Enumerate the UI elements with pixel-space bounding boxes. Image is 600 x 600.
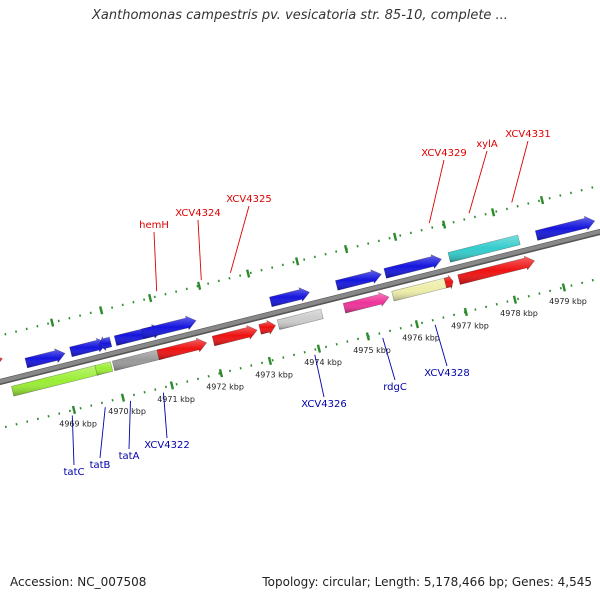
gene-rdgC-arrow-shading xyxy=(335,269,382,291)
genome-stats: Topology: circular; Length: 5,178,466 bp… xyxy=(262,575,592,589)
gene-tatC-arrow-shading xyxy=(25,348,65,368)
labels-layer: 4969 kbp 4970 kbp 4971 kbp 4972 kbp 4973 kbp… xyxy=(59,129,587,478)
reverse-gene-label[interactable]: XCV4328 xyxy=(424,368,469,379)
tick-label: 4976 kbp xyxy=(402,334,440,343)
tick-label: 4971 kbp xyxy=(157,395,195,404)
major-tick xyxy=(267,356,273,366)
gene-tatC-box-shading xyxy=(11,365,99,397)
reverse-label-leader xyxy=(163,392,168,439)
gene-XCV4331-shading xyxy=(448,235,521,263)
gene-XCV4325-shading xyxy=(258,320,276,335)
major-tick xyxy=(414,319,420,329)
lower-tick-track xyxy=(0,277,600,430)
forward-gene-label[interactable]: XCV4331 xyxy=(505,129,550,140)
tick-lines xyxy=(0,184,600,430)
major-tick xyxy=(441,220,447,229)
gene-tatA-arrow-shading xyxy=(99,336,112,351)
major-tick xyxy=(71,405,77,415)
reverse-label-leader xyxy=(434,324,448,367)
gene-XCV4326-box-shading xyxy=(277,309,324,330)
gene-xylA-shading xyxy=(457,256,535,285)
reverse-label-leader xyxy=(99,407,106,459)
major-tick xyxy=(245,269,251,278)
major-tick xyxy=(99,306,104,315)
gene-tatB-box-shading xyxy=(94,361,113,376)
forward-label-leader xyxy=(153,231,158,292)
gene-right-edge-shading xyxy=(535,216,595,241)
forward-gene-label[interactable]: XCV4324 xyxy=(175,208,220,219)
major-tick xyxy=(561,283,567,292)
reverse-gene-label[interactable]: tatA xyxy=(119,451,140,462)
major-tick xyxy=(120,393,126,402)
tick-label: 4973 kbp xyxy=(255,370,293,379)
gene-XCV4329-shading xyxy=(444,275,454,289)
major-tick xyxy=(539,195,545,205)
tick-label: 4975 kbp xyxy=(353,346,391,355)
forward-label-leader xyxy=(428,159,445,224)
tick-label: 4970 kbp xyxy=(108,407,146,416)
major-tick xyxy=(463,307,469,317)
gene-left-edge[interactable] xyxy=(0,354,3,375)
major-tick xyxy=(50,318,55,327)
tick-label: 4977 kbp xyxy=(451,321,489,330)
forward-gene-label[interactable]: XCV4325 xyxy=(226,194,271,205)
gene-left-edge-shading xyxy=(0,357,3,362)
reverse-gene-label[interactable]: XCV4322 xyxy=(144,440,189,451)
reverse-label-leader xyxy=(71,415,75,466)
major-tick xyxy=(365,332,371,341)
map-title: Xanthomonas campestris pv. vesicatoria s… xyxy=(92,8,508,23)
major-tick xyxy=(316,344,322,353)
upper-tick-track xyxy=(0,184,600,337)
tick-label: 4979 kbp xyxy=(549,297,587,306)
gene-XCV4328-shading xyxy=(391,276,453,301)
reverse-label-leader xyxy=(382,337,396,381)
reverse-gene-label[interactable]: tatC xyxy=(64,467,85,478)
major-tick xyxy=(343,244,349,254)
tick-label: 4974 kbp xyxy=(304,358,342,367)
tick-label: 4972 kbp xyxy=(206,383,244,392)
gene-XCV4326-arrow-shading xyxy=(269,287,310,307)
gene-XCV4328-arrow-shading xyxy=(383,254,442,279)
forward-gene-label[interactable]: xylA xyxy=(476,139,498,150)
reverse-gene-label[interactable]: rdgC xyxy=(383,382,407,393)
forward-label-leader xyxy=(468,150,488,214)
reverse-label-leader xyxy=(314,354,325,398)
major-tick xyxy=(218,368,224,378)
forward-label-leader xyxy=(197,219,202,281)
forward-label-leader xyxy=(511,140,529,203)
reverse-gene-label[interactable]: XCV4326 xyxy=(301,399,346,410)
backbone-layer xyxy=(0,212,600,394)
reverse-gene-label[interactable]: tatB xyxy=(90,460,111,471)
major-tick xyxy=(294,257,300,266)
tick-label: 4969 kbp xyxy=(59,419,97,428)
forward-gene-label[interactable]: hemH xyxy=(139,220,169,231)
reverse-label-leader xyxy=(128,400,131,450)
forward-gene-label[interactable]: XCV4329 xyxy=(421,148,466,159)
major-tick xyxy=(512,295,518,304)
forward-label-leader xyxy=(229,205,250,273)
major-tick xyxy=(392,232,398,242)
major-tick xyxy=(490,208,496,217)
genes-layer xyxy=(0,215,596,397)
gene-XCV4322-box-shading xyxy=(112,349,164,371)
gene-hemH-shading xyxy=(156,338,207,360)
gene-rdgC-shading xyxy=(343,292,389,314)
gene-hemH-arrow-shading xyxy=(141,316,196,339)
genome-backbone[interactable] xyxy=(0,212,600,394)
major-tick xyxy=(169,381,175,390)
gene-tatB-arrow-shading xyxy=(69,338,107,357)
major-tick xyxy=(147,293,153,303)
accession-label: Accession: NC_007508 xyxy=(10,575,147,589)
major-tick xyxy=(196,281,202,291)
gene-XCV4324-shading xyxy=(212,325,258,346)
tick-label: 4978 kbp xyxy=(500,309,538,318)
